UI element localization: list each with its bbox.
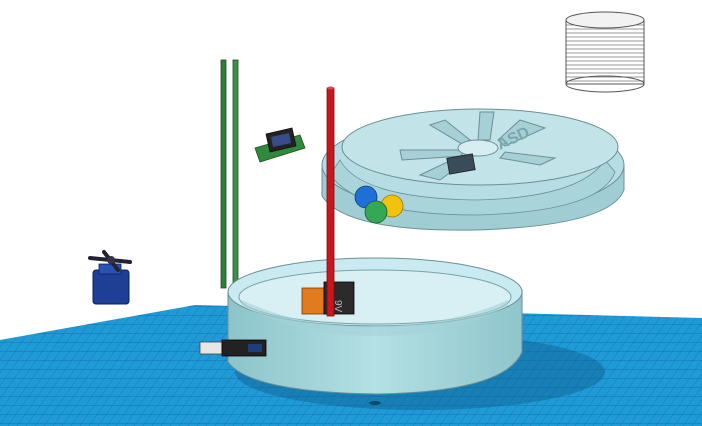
circuit-board[interactable] xyxy=(254,127,306,163)
shadow-speck xyxy=(369,401,381,405)
servo-motor[interactable] xyxy=(88,250,132,305)
battery-label: 9V xyxy=(332,300,343,313)
green-ball[interactable] xyxy=(364,200,388,224)
colored-balls[interactable] xyxy=(354,185,404,224)
small-component[interactable] xyxy=(199,339,267,357)
red-rod[interactable] xyxy=(326,86,335,317)
green-poles[interactable] xyxy=(220,59,239,291)
base-container[interactable] xyxy=(227,257,523,395)
wireframe-cylinder[interactable] xyxy=(565,11,645,93)
